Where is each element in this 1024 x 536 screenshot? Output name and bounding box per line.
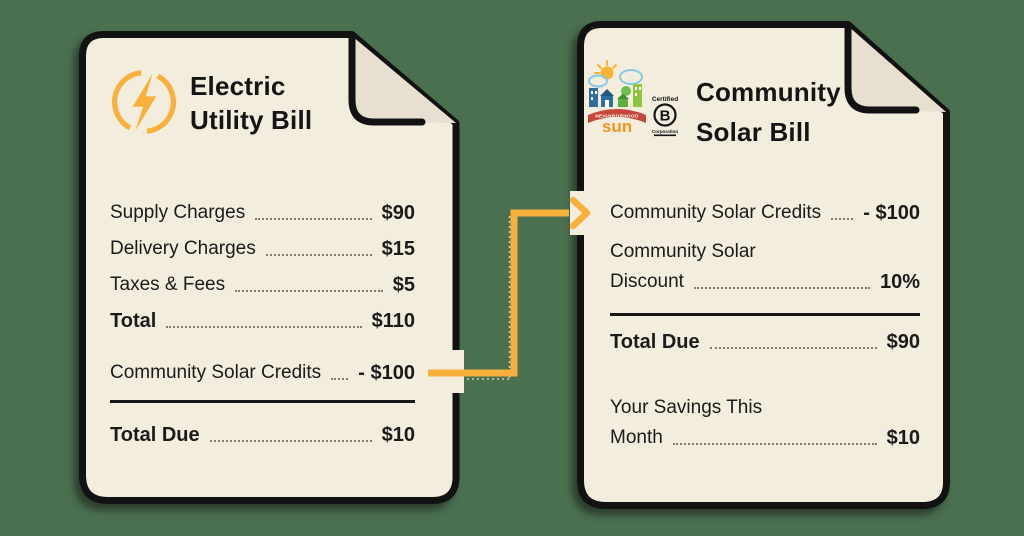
line-item-label-line2: Discount xyxy=(610,271,684,292)
certified-b-corporation-logo: Certified B Corporation xyxy=(652,96,678,137)
line-item-your-savings: Your Savings This Month $10 xyxy=(610,393,920,453)
line-item-value: $5 xyxy=(392,273,415,296)
dotted-leader xyxy=(709,347,877,349)
line-item-delivery-charges: Delivery Charges $15 xyxy=(110,231,415,267)
right-bill-title-line1: Community xyxy=(696,77,841,107)
dotted-leader xyxy=(235,290,383,292)
line-item-discount-row: Discount 10% xyxy=(610,267,920,297)
left-bill-header: Electric Utility Bill xyxy=(108,66,312,138)
line-item-community-solar-credits: Community Solar Credits - $100 xyxy=(610,195,920,231)
line-item-value: 10% xyxy=(879,270,920,293)
line-item-value: $90 xyxy=(381,201,415,224)
line-item-value: $110 xyxy=(371,309,415,332)
dotted-leader xyxy=(693,287,870,289)
line-item-value: - $100 xyxy=(863,201,920,224)
line-item-total-due: Total Due $90 xyxy=(610,324,920,360)
right-bill-line-items: Community Solar Credits - $100 Community… xyxy=(610,195,920,453)
bcorp-certified-text: Certified xyxy=(652,96,678,103)
line-item-value: $10 xyxy=(886,426,920,449)
divider-line xyxy=(110,400,415,403)
line-item-label: Taxes & Fees xyxy=(110,274,226,295)
left-bill-title-line1: Electric xyxy=(190,71,286,101)
right-bill-title: Community Solar Bill xyxy=(696,72,841,152)
left-bill-title-line2: Utility Bill xyxy=(190,105,313,135)
line-item-community-solar-credits: Community Solar Credits - $100 xyxy=(110,355,415,391)
line-item-label: Total Due xyxy=(110,423,200,446)
line-item-value: $15 xyxy=(381,237,415,260)
dotted-leader xyxy=(331,378,349,380)
line-item-total-due: Total Due $10 xyxy=(110,417,415,453)
neighborhood-sun-logo: NEIGHBORHOOD sun xyxy=(588,60,646,134)
bcorp-letter: B xyxy=(660,108,671,125)
paper-document-shape xyxy=(577,21,950,509)
logo-sun-text: sun xyxy=(602,117,632,134)
line-item-taxes-fees: Taxes & Fees $5 xyxy=(110,267,415,303)
line-item-value: $10 xyxy=(381,423,415,446)
bcorp-corporation-text: Corporation xyxy=(652,129,678,134)
line-item-label-line1: Your Savings This xyxy=(610,397,763,418)
dotted-leader xyxy=(166,326,362,328)
community-solar-bill: NEIGHBORHOOD sun Certified B Corporation… xyxy=(576,20,951,510)
dotted-leader xyxy=(209,440,372,442)
left-bill-line-items: Supply Charges $90 Delivery Charges $15 … xyxy=(110,195,415,453)
line-item-label-line1: Community Solar xyxy=(610,241,756,262)
right-bill-title-line2: Solar Bill xyxy=(696,117,811,147)
dotted-leader xyxy=(265,254,372,256)
line-item-community-solar-discount: Community Solar Discount 10% xyxy=(610,237,920,297)
lightning-bolt-icon xyxy=(112,70,176,134)
line-item-value: - $100 xyxy=(358,361,415,384)
line-item-value: $90 xyxy=(886,330,920,353)
line-item-label: Community Solar Credits xyxy=(610,202,822,223)
line-item-label: Total xyxy=(110,309,157,332)
line-item-savings-row: Month $10 xyxy=(610,423,920,453)
divider-line xyxy=(610,313,920,316)
left-bill-title: Electric Utility Bill xyxy=(190,66,312,137)
dotted-leader xyxy=(831,218,854,220)
line-item-label: Community Solar Credits xyxy=(110,362,322,383)
paper-document-shape xyxy=(79,31,460,504)
line-item-supply-charges: Supply Charges $90 xyxy=(110,195,415,231)
dotted-leader xyxy=(672,443,877,445)
dotted-leader xyxy=(255,218,372,220)
line-item-label: Supply Charges xyxy=(110,202,246,223)
line-item-label: Delivery Charges xyxy=(110,238,256,259)
line-item-total: Total $110 xyxy=(110,303,415,339)
electric-utility-bill: Electric Utility Bill Supply Charges $90… xyxy=(78,30,460,505)
line-item-label: Total Due xyxy=(610,330,700,353)
line-item-label-line2: Month xyxy=(610,427,663,448)
logo-banner-text: NEIGHBORHOOD xyxy=(595,114,639,119)
